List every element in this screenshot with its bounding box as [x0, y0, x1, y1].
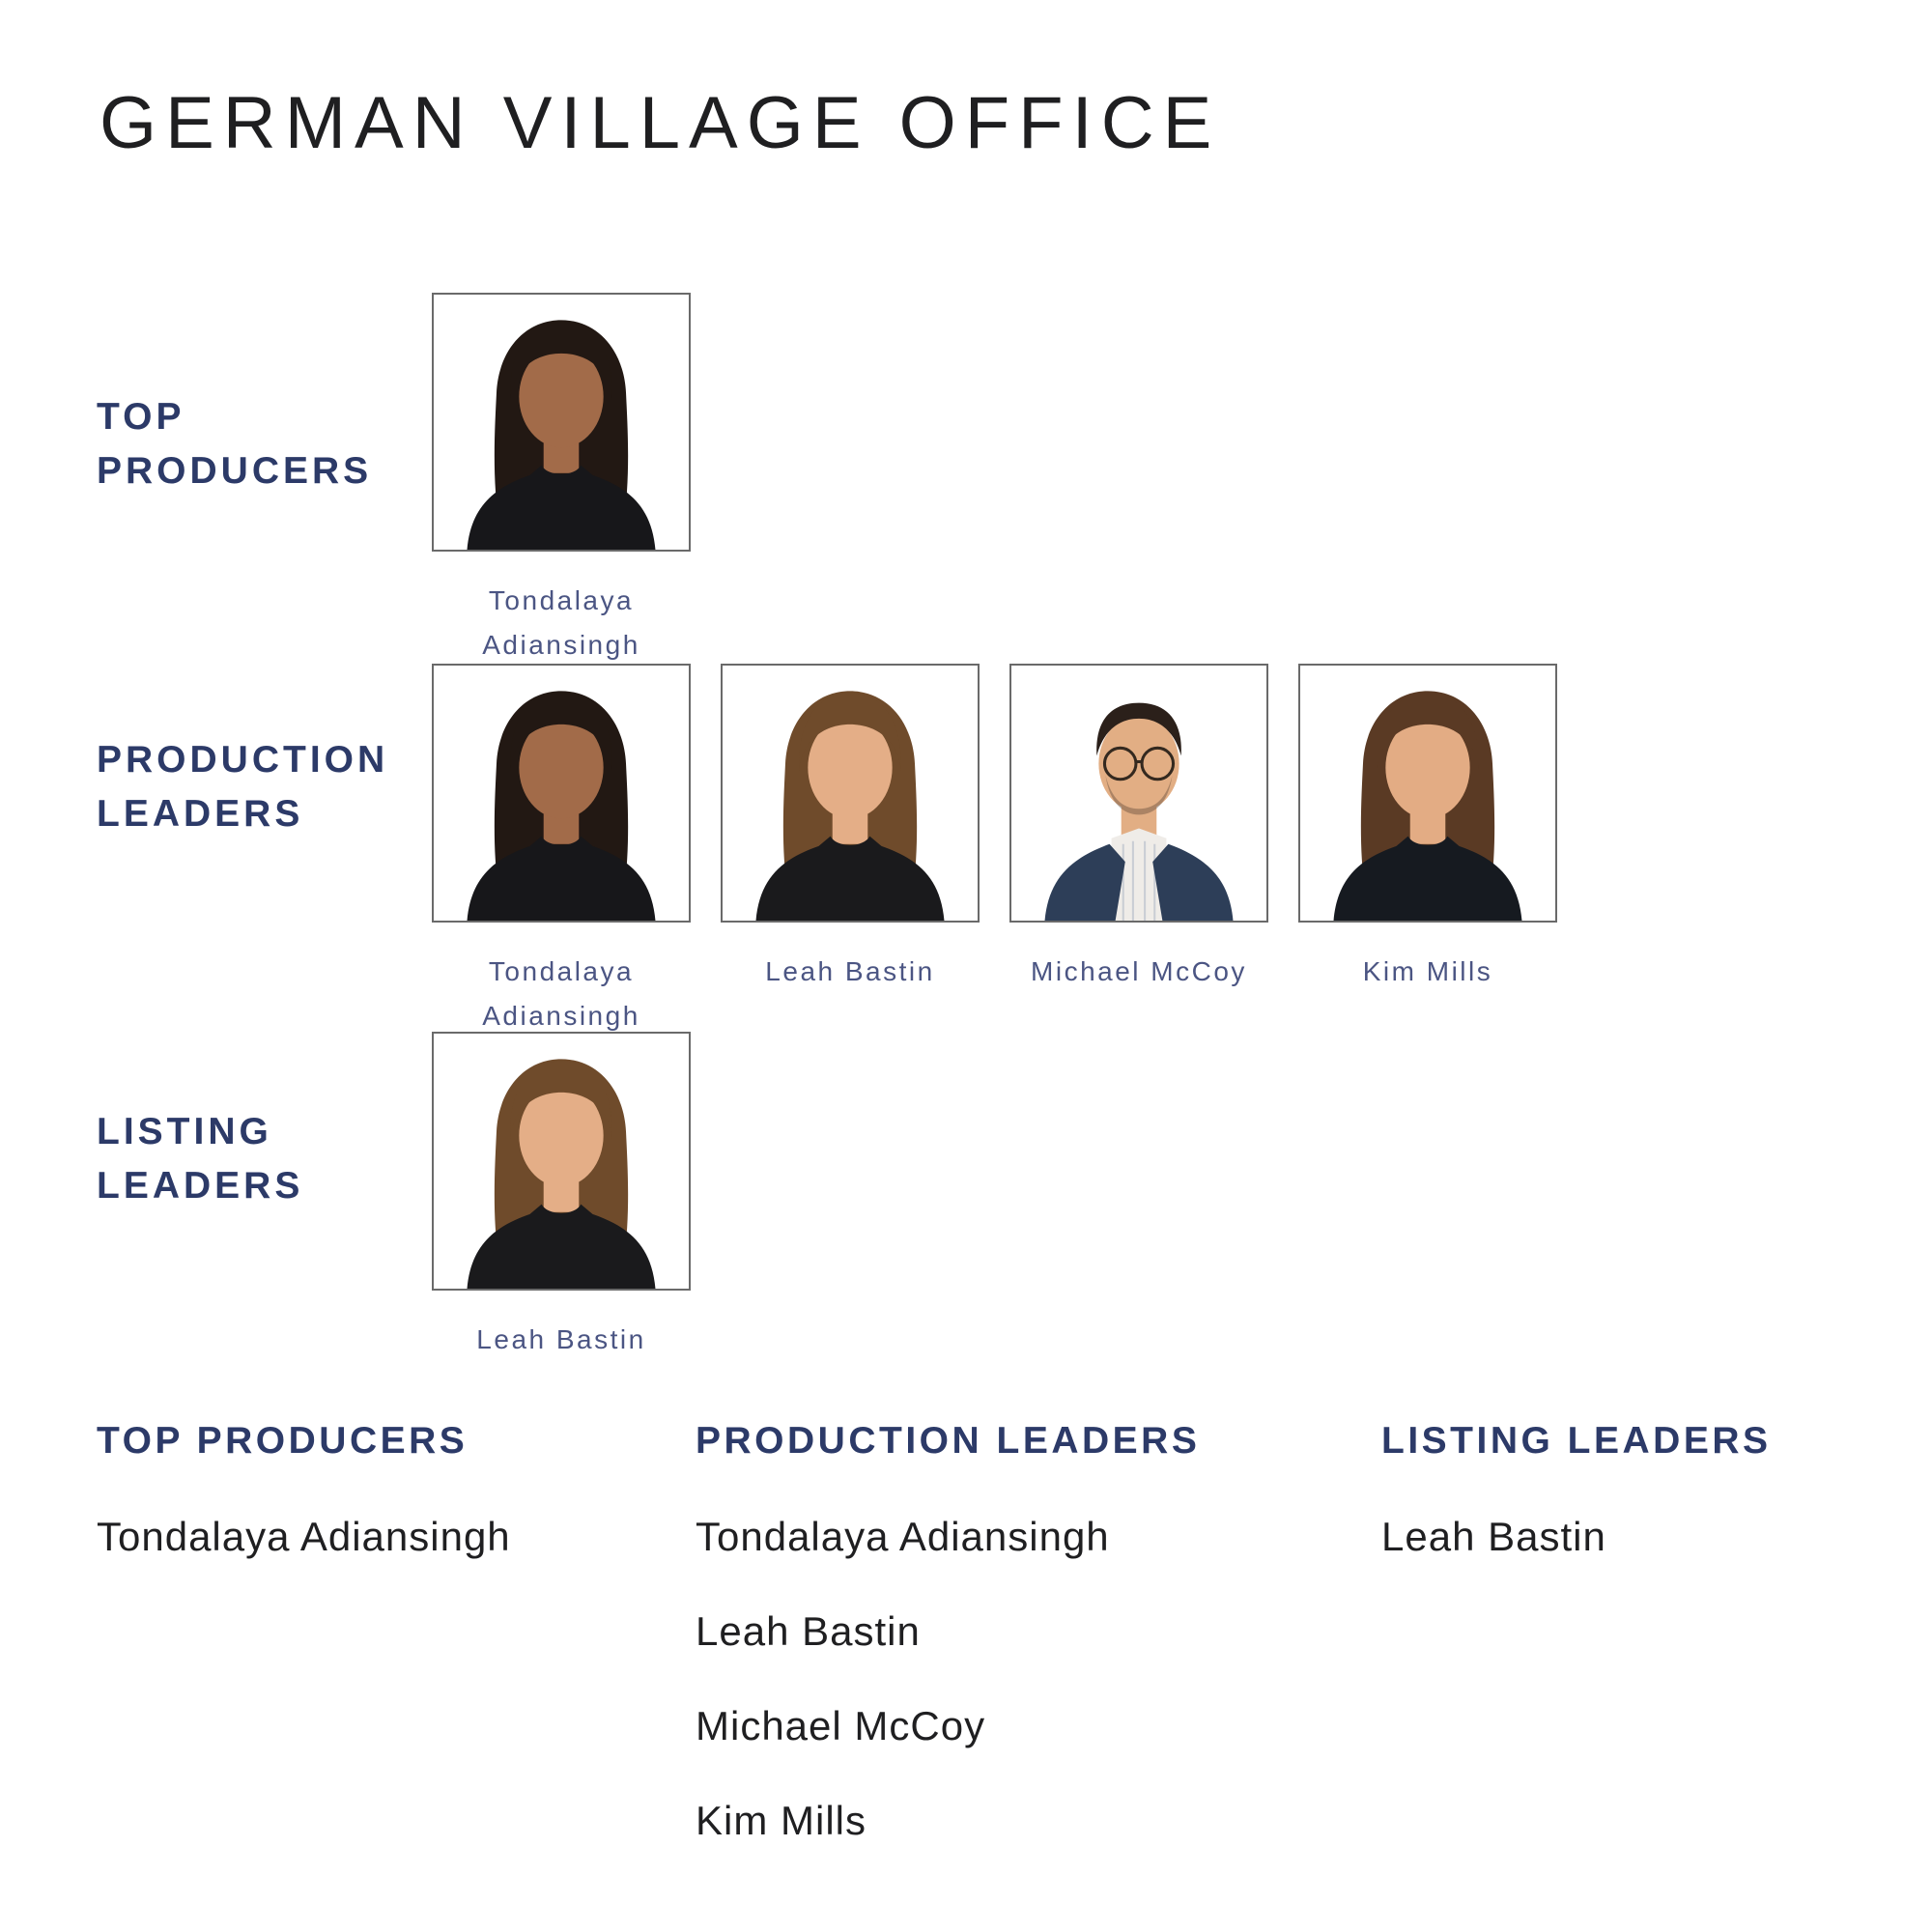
- portrait-caption: Kim Mills: [1362, 956, 1493, 986]
- portrait-photo-tondalaya: [432, 293, 691, 552]
- portrait-photo-michael: [1009, 664, 1268, 923]
- summary-name: Leah Bastin: [696, 1608, 921, 1654]
- summary-column-top-producers: TOP PRODUCERS Tondalaya Adiansingh: [97, 1422, 511, 1607]
- summary-name: Tondalaya Adiansingh: [97, 1514, 511, 1559]
- summary-heading: TOP PRODUCERS: [97, 1420, 469, 1462]
- portrait-photo-leah: [721, 664, 980, 923]
- section-label-line: LEADERS: [97, 793, 304, 835]
- section-label-line: LISTING: [97, 1111, 272, 1152]
- portrait-card-leah-listing-leader: Leah Bastin: [432, 1032, 691, 1362]
- summary-heading: LISTING LEADERS: [1381, 1420, 1772, 1462]
- portrait-caption: Tondalaya Adiansingh: [482, 956, 640, 1031]
- avatar-illustration: [1300, 666, 1555, 921]
- portrait-photo-kim: [1298, 664, 1557, 923]
- portrait-photo-tondalaya: [432, 664, 691, 923]
- summary-column-production-leaders: PRODUCTION LEADERS Tondalaya Adiansingh …: [696, 1422, 1200, 1891]
- avatar-illustration: [434, 295, 689, 550]
- summary-name: Kim Mills: [696, 1798, 867, 1843]
- section-label-line: TOP: [97, 396, 185, 438]
- summary-column-listing-leaders: LISTING LEADERS Leah Bastin: [1381, 1422, 1772, 1607]
- avatar-illustration: [723, 666, 978, 921]
- section-label-production-leaders: PRODUCTION LEADERS: [97, 733, 388, 841]
- section-label-line: LEADERS: [97, 1165, 304, 1207]
- avatar-illustration: [434, 1034, 689, 1289]
- avatar-illustration: [434, 666, 689, 921]
- section-label-line: PRODUCTION: [97, 739, 389, 781]
- section-label-line: PRODUCERS: [97, 450, 373, 492]
- portrait-card-kim-production-leader: Kim Mills: [1298, 664, 1557, 994]
- portrait-caption: Tondalaya Adiansingh: [482, 585, 640, 660]
- summary-name: Tondalaya Adiansingh: [696, 1514, 1110, 1559]
- summary-heading: PRODUCTION LEADERS: [696, 1420, 1201, 1462]
- portrait-caption: Leah Bastin: [476, 1324, 646, 1354]
- portrait-card-michael-production-leader: Michael McCoy: [1009, 664, 1268, 994]
- portrait-caption: Michael McCoy: [1031, 956, 1247, 986]
- summary-name: Michael McCoy: [696, 1703, 986, 1748]
- portrait-card-tondalaya-top-producer: Tondalaya Adiansingh: [432, 293, 691, 668]
- avatar-illustration: [1011, 666, 1266, 921]
- section-label-top-producers: TOP PRODUCERS: [97, 390, 372, 498]
- page-title: GERMAN VILLAGE OFFICE: [99, 82, 1221, 164]
- section-label-listing-leaders: LISTING LEADERS: [97, 1105, 303, 1213]
- portrait-caption: Leah Bastin: [765, 956, 935, 986]
- portrait-card-tondalaya-production-leader: Tondalaya Adiansingh: [432, 664, 691, 1038]
- portrait-photo-leah: [432, 1032, 691, 1291]
- portrait-card-leah-production-leader: Leah Bastin: [721, 664, 980, 994]
- summary-name: Leah Bastin: [1381, 1514, 1606, 1559]
